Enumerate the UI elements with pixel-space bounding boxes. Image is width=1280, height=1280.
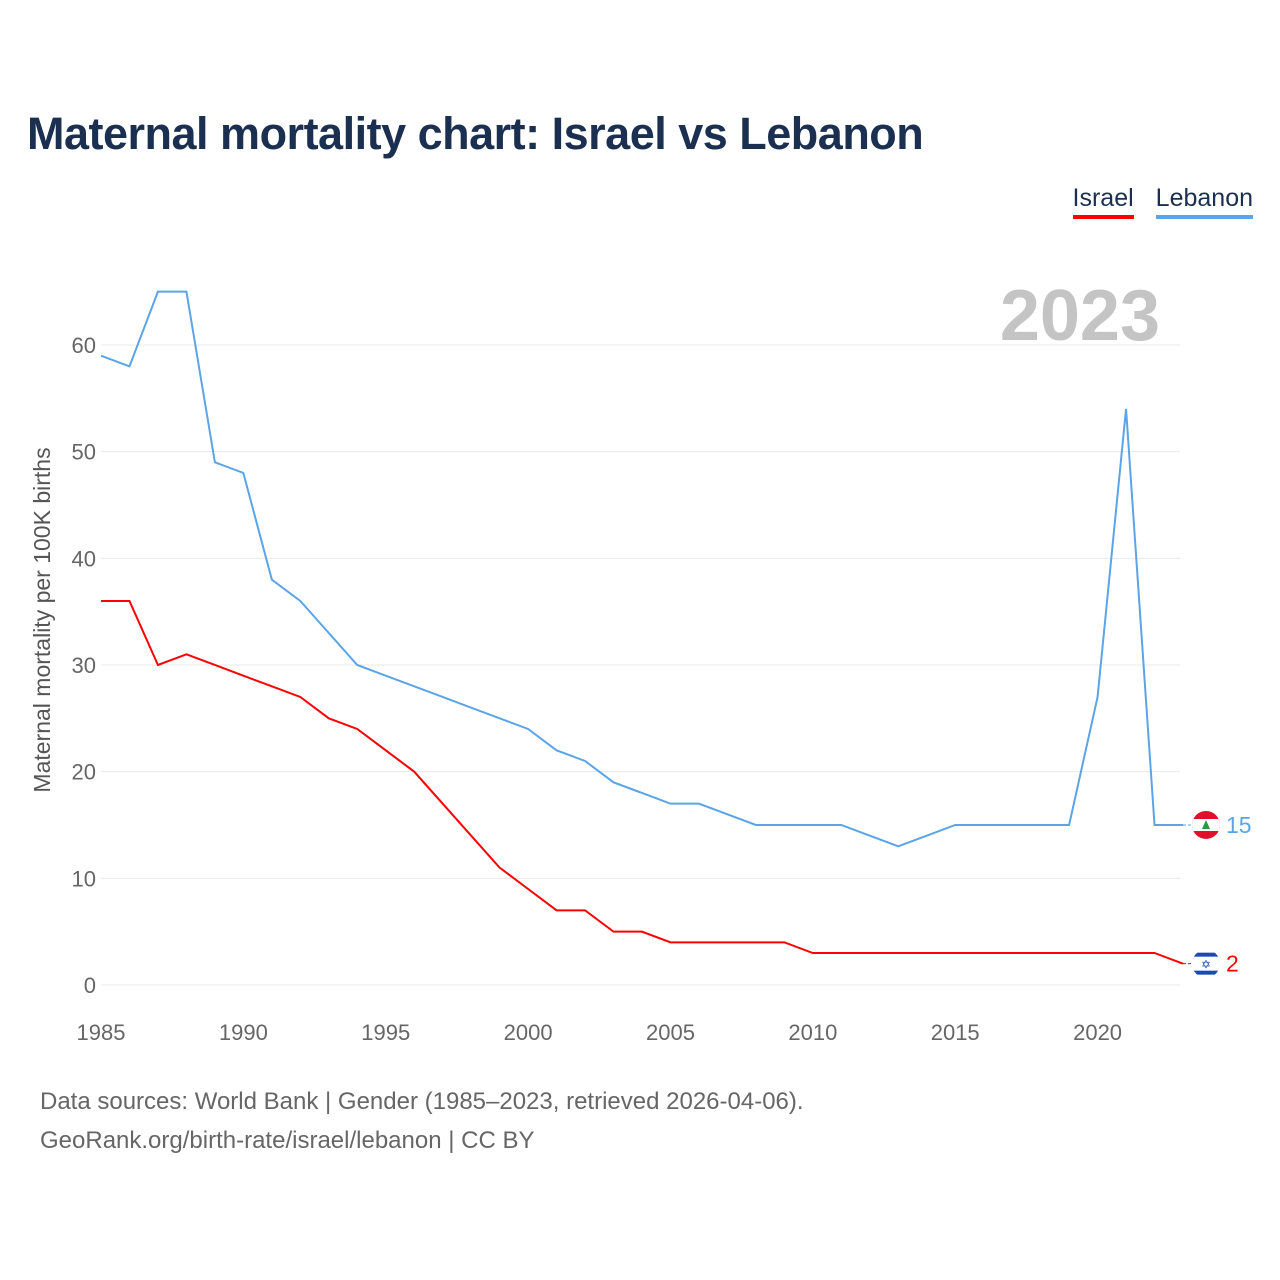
y-tick-label: 20 xyxy=(72,760,96,785)
footer-credit[interactable]: GeoRank.org/birth-rate/israel/lebanon | … xyxy=(40,1127,535,1154)
x-tick-label: 2010 xyxy=(788,1020,837,1045)
svg-text:✡: ✡ xyxy=(1201,958,1211,972)
end-value-label: 15 xyxy=(1226,812,1252,838)
legend-lebanon[interactable]: Lebanon xyxy=(1155,184,1253,219)
y-tick-label: 60 xyxy=(72,333,96,358)
y-tick-label: 40 xyxy=(72,546,96,571)
x-tick-label: 1995 xyxy=(361,1020,410,1045)
legend: Israel Lebanon xyxy=(1072,184,1253,219)
series-line-lebanon xyxy=(100,290,1183,848)
y-tick-label: 30 xyxy=(72,653,96,678)
series-line-israel xyxy=(101,599,1184,965)
y-tick-label: 50 xyxy=(72,440,96,465)
page-title: Maternal mortality chart: Israel vs Leba… xyxy=(27,108,924,159)
legend-israel[interactable]: Israel xyxy=(1072,184,1134,219)
x-tick-label: 2005 xyxy=(646,1020,695,1045)
x-tick-label: 2020 xyxy=(1073,1020,1122,1045)
y-axis-label: Maternal mortality per 100K births xyxy=(29,447,55,792)
x-tick-label: 1990 xyxy=(219,1020,268,1045)
year-label: 2023 xyxy=(1000,276,1160,356)
y-tick-label: 10 xyxy=(72,866,96,891)
footer-sources: Data sources: World Bank | Gender (1985–… xyxy=(40,1088,804,1115)
x-tick-label: 2015 xyxy=(931,1020,980,1045)
y-tick-label: 0 xyxy=(84,973,96,998)
end-value-label: 2 xyxy=(1226,951,1239,977)
x-tick-label: 1985 xyxy=(77,1020,126,1045)
lebanon-flag-icon xyxy=(1192,810,1220,839)
israel-flag-icon: ✡ xyxy=(1192,949,1220,978)
x-tick-label: 2000 xyxy=(504,1020,553,1045)
